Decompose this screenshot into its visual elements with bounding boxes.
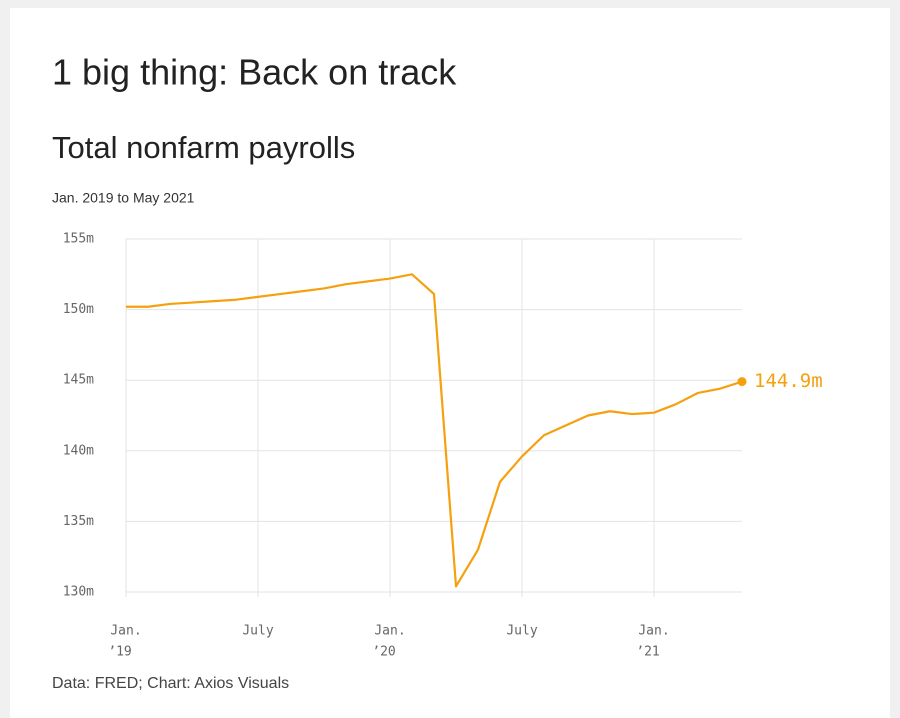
y-tick-label: 130m — [63, 585, 94, 600]
end-point — [737, 377, 747, 387]
x-tick-year: ’20 — [372, 645, 395, 660]
y-tick-label: 145m — [63, 373, 94, 388]
value-label: 144.9m — [754, 370, 823, 392]
y-tick-label: 155m — [63, 232, 94, 247]
x-tick-label: July — [506, 624, 537, 639]
chart-title: Total nonfarm payrolls — [52, 130, 355, 165]
x-tick-label: Jan. — [638, 624, 669, 639]
x-tick-year: ’21 — [636, 645, 659, 660]
y-tick-label: 150m — [63, 302, 94, 317]
x-tick-label: Jan. — [374, 624, 405, 639]
x-tick-year: ’19 — [108, 645, 131, 660]
line — [126, 273, 743, 588]
x-tick-label: Jan. — [110, 624, 141, 639]
chart-subtitle: Jan. 2019 to May 2021 — [52, 190, 195, 206]
source: Data: FRED; Chart: Axios Visuals — [52, 675, 289, 692]
x-tick-label: July — [242, 624, 273, 639]
y-tick-label: 135m — [63, 514, 94, 529]
y-tick-label: 140m — [63, 443, 94, 458]
card — [10, 8, 890, 718]
headline: 1 big thing: Back on track — [52, 52, 457, 93]
